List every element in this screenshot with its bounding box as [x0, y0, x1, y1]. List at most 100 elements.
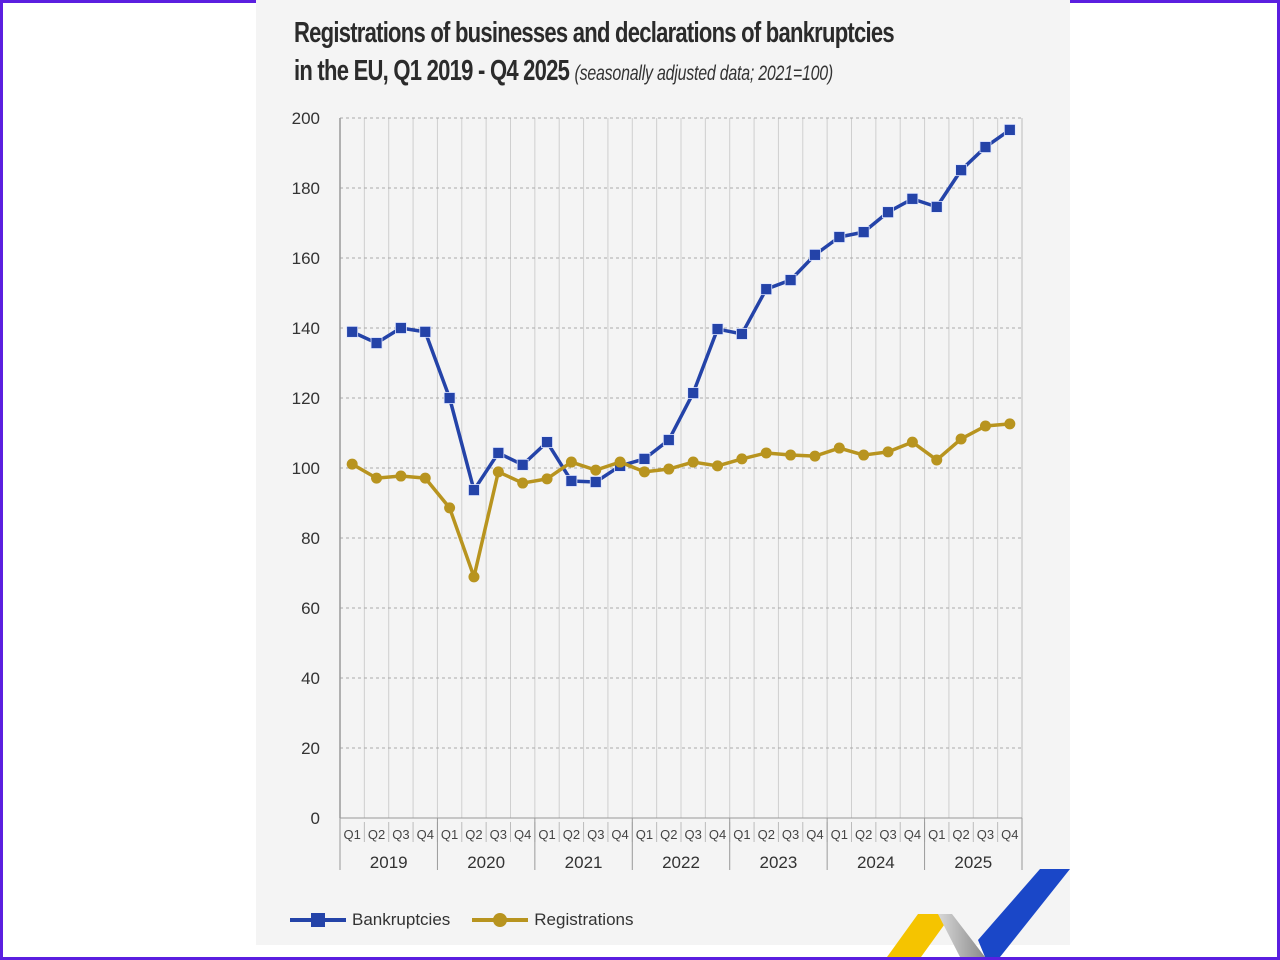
data-point-registrations	[687, 456, 699, 468]
data-point-bankruptcies	[979, 141, 992, 153]
data-point-bankruptcies	[809, 248, 821, 261]
data-point-registrations	[906, 436, 918, 448]
data-point-registrations	[1004, 418, 1016, 430]
y-tick-label: 20	[301, 739, 320, 758]
data-point-bankruptcies	[906, 192, 919, 205]
data-point-registrations	[760, 447, 772, 459]
y-tick-label: 40	[301, 669, 320, 688]
quarter-tick-label: Q2	[563, 827, 580, 842]
y-tick-label: 80	[301, 529, 320, 548]
legend: Bankruptcies Registrations	[290, 910, 634, 930]
legend-item-registrations[interactable]: Registrations	[472, 910, 634, 930]
y-tick-label: 0	[311, 809, 320, 828]
data-point-bankruptcies	[833, 231, 846, 243]
data-point-bankruptcies	[565, 475, 578, 487]
data-point-bankruptcies	[516, 458, 529, 471]
quarter-tick-label: Q2	[660, 827, 677, 842]
data-point-bankruptcies	[638, 452, 651, 465]
chart-subtitle: (seasonally adjusted data; 2021=100)	[574, 62, 834, 85]
quarter-tick-label: Q4	[514, 827, 531, 842]
data-point-bankruptcies	[541, 436, 553, 449]
circle-marker-icon	[472, 913, 529, 927]
data-point-bankruptcies	[930, 200, 943, 213]
quarter-tick-label: Q4	[806, 827, 823, 842]
quarter-tick-label: Q3	[782, 827, 799, 842]
quarter-tick-label: Q2	[952, 827, 969, 842]
data-point-registrations	[492, 466, 504, 478]
data-point-bankruptcies	[857, 226, 870, 239]
quarter-tick-label: Q3	[490, 827, 507, 842]
data-point-bankruptcies	[882, 206, 894, 219]
legend-item-bankruptcies[interactable]: Bankruptcies	[290, 910, 450, 930]
year-tick-label: 2023	[760, 853, 798, 872]
y-tick-label: 120	[292, 389, 320, 408]
data-point-bankruptcies	[370, 337, 383, 349]
year-tick-label: 2024	[857, 853, 895, 872]
quarter-tick-label: Q3	[392, 827, 409, 842]
quarter-tick-label: Q4	[417, 827, 434, 842]
data-point-registrations	[979, 420, 991, 432]
quarter-tick-label: Q4	[904, 827, 921, 842]
data-point-registrations	[931, 454, 943, 466]
title-line-1: Registrations of businesses and declarat…	[294, 17, 895, 49]
data-point-registrations	[663, 463, 675, 475]
y-tick-label: 180	[292, 179, 320, 198]
year-tick-label: 2020	[467, 853, 505, 872]
data-point-bankruptcies	[760, 283, 773, 296]
data-point-registrations	[444, 502, 456, 514]
series-line-registrations	[351, 422, 1010, 579]
data-point-bankruptcies	[589, 476, 602, 488]
y-tick-label: 60	[301, 599, 320, 618]
data-point-registrations	[955, 433, 967, 445]
quarter-tick-label: Q1	[636, 827, 653, 842]
data-point-registrations	[468, 571, 480, 583]
quarter-tick-label: Q1	[441, 827, 458, 842]
year-tick-label: 2022	[662, 853, 700, 872]
title-line-2: in the EU, Q1 2019 - Q4 2025	[294, 55, 570, 87]
quarter-tick-label: Q2	[368, 827, 385, 842]
quarter-tick-label: Q2	[758, 827, 775, 842]
chart-title: Registrations of businesses and declarat…	[294, 14, 895, 93]
data-point-bankruptcies	[711, 323, 724, 335]
quarter-tick-label: Q1	[831, 827, 848, 842]
data-point-registrations	[614, 456, 626, 468]
year-tick-label: 2021	[565, 853, 603, 872]
data-point-bankruptcies	[468, 484, 480, 496]
legend-label: Registrations	[534, 910, 634, 929]
quarter-tick-label: Q3	[879, 827, 896, 842]
y-tick-label: 140	[292, 319, 320, 338]
data-point-bankruptcies	[346, 325, 359, 338]
data-point-bankruptcies	[735, 328, 748, 340]
data-point-bankruptcies	[419, 325, 432, 338]
data-point-bankruptcies	[1003, 124, 1016, 136]
data-point-registrations	[565, 456, 577, 468]
data-point-registrations	[712, 460, 724, 472]
year-tick-label: 2019	[370, 853, 408, 872]
chart-panel	[256, 0, 1070, 945]
data-point-bankruptcies	[955, 164, 968, 177]
data-point-registrations	[590, 464, 602, 476]
data-point-registrations	[809, 450, 821, 462]
y-tick-label: 160	[292, 249, 320, 268]
y-tick-label: 200	[292, 109, 320, 128]
quarter-tick-label: Q3	[587, 827, 604, 842]
data-point-registrations	[833, 442, 845, 454]
legend-label: Bankruptcies	[352, 910, 451, 929]
quarter-tick-label: Q3	[977, 827, 994, 842]
y-tick-label: 100	[292, 459, 320, 478]
data-point-registrations	[882, 446, 894, 458]
data-point-registrations	[736, 453, 748, 465]
data-point-bankruptcies	[492, 447, 505, 459]
data-point-bankruptcies	[443, 392, 456, 404]
quarter-tick-label: Q1	[344, 827, 361, 842]
data-point-registrations	[785, 449, 797, 461]
data-point-registrations	[858, 449, 870, 461]
data-point-registrations	[371, 472, 383, 484]
quarter-tick-label: Q4	[709, 827, 726, 842]
data-point-bankruptcies	[662, 434, 675, 446]
square-marker-icon	[290, 913, 346, 927]
data-point-registrations	[419, 472, 431, 484]
quarter-tick-label: Q4	[611, 827, 628, 842]
quarter-tick-label: Q2	[855, 827, 872, 842]
